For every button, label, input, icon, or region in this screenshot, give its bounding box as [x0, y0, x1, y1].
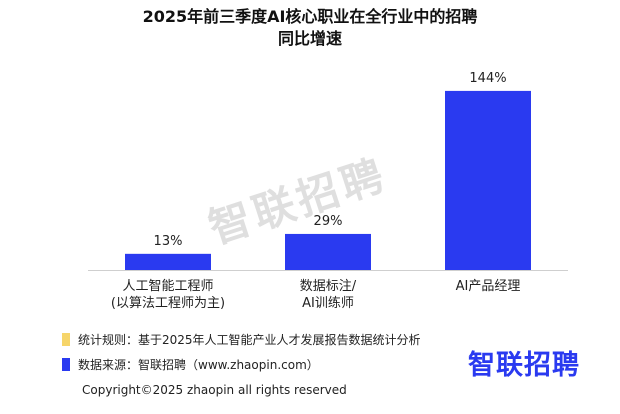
bar-2 — [285, 233, 371, 270]
bar-3 — [445, 90, 531, 271]
stat-rule-text: 统计规则：基于2025年人工智能产业人才发展报告数据统计分析 — [78, 333, 421, 347]
category-tick-label: 人工智能工程师(以算法工程师为主) — [111, 279, 225, 311]
category-tick-label: AI产品经理 — [456, 279, 521, 294]
zhaopin-logo: 智联招聘 — [468, 350, 580, 381]
category-tick-label: 数据标注/AI训练师 — [300, 279, 357, 311]
chart-title-line-2: 同比增速 — [277, 29, 342, 48]
copyright: Copyright©2025 zhaopin all rights reserv… — [82, 383, 347, 397]
yellow-square-icon — [62, 333, 70, 346]
data-source-note: 数据来源：智联招聘（www.zhaopin.com） — [62, 357, 319, 373]
stat-rule-note: 统计规则：基于2025年人工智能产业人才发展报告数据统计分析 — [62, 332, 421, 348]
blue-square-icon — [62, 358, 70, 371]
chart-title-line-1: 2025年前三季度AI核心职业在全行业中的招聘 — [142, 7, 478, 26]
data-source-text: 数据来源：智联招聘（www.zhaopin.com） — [78, 358, 319, 372]
bar-value-label: 29% — [314, 214, 343, 229]
bar-1 — [125, 253, 211, 270]
bar-value-label: 13% — [154, 234, 183, 249]
bar-value-label: 144% — [469, 71, 506, 86]
